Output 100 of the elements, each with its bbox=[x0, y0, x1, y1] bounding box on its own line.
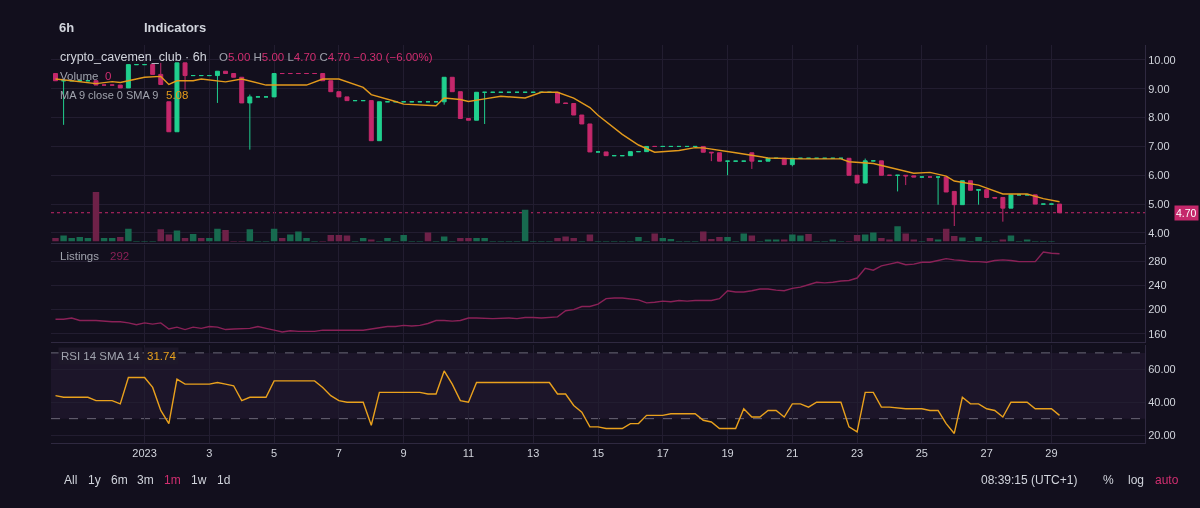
bar bbox=[157, 229, 164, 242]
chart-title: Listings bbox=[60, 250, 100, 262]
y-tick-label: 40.00 bbox=[1148, 396, 1176, 409]
chart-title: crypto_cavemen_club · 6h bbox=[60, 50, 207, 64]
candlestick bbox=[976, 189, 982, 206]
candlestick bbox=[895, 174, 901, 192]
bar bbox=[724, 237, 731, 242]
bar bbox=[951, 236, 958, 242]
text: 1y bbox=[88, 473, 101, 487]
candlestick bbox=[854, 174, 860, 184]
y-tick-label: 60.00 bbox=[1148, 363, 1176, 376]
bar bbox=[117, 237, 124, 242]
candlestick bbox=[959, 180, 965, 206]
candlestick bbox=[214, 70, 220, 104]
candlestick bbox=[846, 157, 852, 176]
candlestick bbox=[465, 117, 471, 121]
candlestick bbox=[943, 176, 949, 193]
bar bbox=[894, 226, 901, 242]
candlestick bbox=[862, 158, 868, 184]
text: All bbox=[64, 473, 78, 487]
y-tick-label: 160 bbox=[1148, 327, 1167, 340]
candlestick bbox=[716, 152, 722, 162]
bar bbox=[400, 235, 407, 242]
x-tick-label: 17 bbox=[656, 447, 669, 460]
text: 1m bbox=[164, 473, 181, 487]
x-tick-label: 2023 bbox=[132, 447, 157, 460]
candlestick bbox=[117, 84, 123, 89]
y-tick-label: 20.00 bbox=[1148, 428, 1176, 441]
chart-title: Volume bbox=[60, 70, 99, 82]
bar bbox=[384, 238, 391, 242]
candlestick bbox=[158, 62, 164, 85]
candlestick bbox=[368, 100, 374, 142]
candlestick bbox=[984, 189, 990, 198]
bar bbox=[805, 234, 812, 242]
text: 3m bbox=[137, 473, 154, 487]
x-tick-label: 7 bbox=[335, 447, 342, 460]
line-series bbox=[54, 251, 1061, 333]
y-tick-label: 6.00 bbox=[1148, 169, 1170, 182]
chart-subtitle: 292 bbox=[110, 250, 130, 262]
y-tick-label: 4.00 bbox=[1148, 226, 1170, 239]
candlestick bbox=[1008, 194, 1014, 209]
bar bbox=[870, 232, 877, 242]
y-tick-label: 280 bbox=[1148, 254, 1167, 267]
x-tick-label: 23 bbox=[850, 447, 864, 460]
candlestick bbox=[571, 103, 577, 116]
candlestick bbox=[182, 62, 188, 91]
text: auto bbox=[1155, 473, 1179, 487]
candlestick bbox=[441, 76, 447, 106]
x-tick-label: 5 bbox=[271, 447, 278, 460]
candlestick bbox=[150, 64, 156, 75]
candlestick bbox=[878, 160, 884, 176]
candlestick bbox=[627, 151, 633, 157]
candlestick bbox=[563, 102, 569, 105]
candlestick bbox=[376, 101, 382, 142]
text: log bbox=[1128, 473, 1145, 487]
y-tick-label: 8.00 bbox=[1148, 111, 1170, 124]
candlestick bbox=[344, 96, 350, 102]
chart-title: RSI 14 SMA 14 bbox=[61, 350, 141, 362]
bar bbox=[635, 237, 642, 242]
line-series bbox=[54, 370, 1061, 435]
y-tick-label: 9.00 bbox=[1148, 82, 1170, 95]
bar bbox=[125, 228, 132, 242]
candlestick bbox=[271, 73, 277, 98]
x-tick-label: 15 bbox=[591, 447, 605, 460]
text: 6h bbox=[59, 20, 75, 35]
y-tick-label: 10.00 bbox=[1148, 53, 1176, 66]
text: 1w bbox=[191, 473, 207, 487]
candlestick bbox=[587, 123, 593, 153]
x-tick-label: 29 bbox=[1045, 447, 1058, 460]
candlestick bbox=[166, 101, 172, 133]
y-tick-label: 240 bbox=[1148, 279, 1167, 292]
candlestick bbox=[125, 64, 131, 89]
bar bbox=[222, 230, 229, 242]
candlestick bbox=[328, 80, 334, 93]
candlestick bbox=[457, 91, 463, 119]
text: % bbox=[1103, 473, 1114, 487]
text: Indicators bbox=[144, 20, 207, 35]
candlestick bbox=[708, 151, 714, 162]
candlestick bbox=[336, 91, 342, 98]
text: 1d bbox=[217, 473, 231, 487]
candlestick bbox=[449, 76, 455, 93]
candlestick bbox=[903, 174, 909, 186]
bar bbox=[651, 233, 658, 242]
candlestick bbox=[725, 160, 731, 176]
x-tick-label: 9 bbox=[400, 447, 407, 460]
text: 08:39:15 (UTC+1) bbox=[981, 473, 1078, 487]
x-tick-label: 11 bbox=[462, 447, 475, 460]
x-tick-label: 21 bbox=[786, 447, 799, 460]
x-tick-label: 27 bbox=[980, 447, 993, 460]
candlestick bbox=[935, 176, 941, 206]
y-tick-label: 5.00 bbox=[1148, 197, 1170, 210]
x-tick-label: 25 bbox=[915, 447, 929, 460]
candlestick bbox=[579, 114, 585, 125]
bar bbox=[246, 229, 254, 242]
text: O5.00 H5.00 L4.70 C4.70 −0.30 (−6.00%) bbox=[219, 51, 433, 63]
candlestick bbox=[992, 196, 998, 199]
y-tick-label: 200 bbox=[1148, 303, 1167, 316]
text: 6m bbox=[111, 473, 128, 487]
chart-subtitle: 31.74 bbox=[147, 350, 177, 362]
y-tick-label: 7.00 bbox=[1148, 140, 1170, 153]
